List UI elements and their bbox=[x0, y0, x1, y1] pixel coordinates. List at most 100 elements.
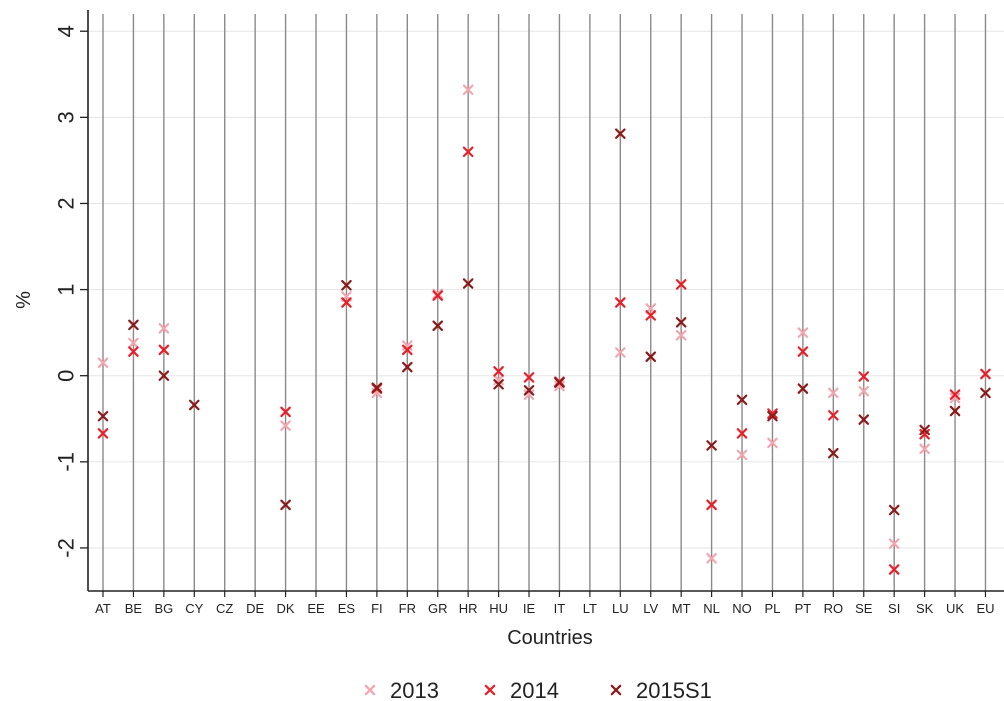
x-tick-label: RO bbox=[824, 601, 844, 616]
y-tick-label: 0 bbox=[54, 370, 79, 382]
legend-item-2013: 2013 bbox=[364, 678, 439, 701]
legend-label: 2013 bbox=[390, 678, 439, 701]
data-point-2014-DK bbox=[280, 406, 291, 418]
data-point-2015S1-GR bbox=[432, 320, 444, 332]
y-tick-label: -1 bbox=[54, 452, 79, 472]
data-point-2014-AT bbox=[97, 428, 109, 439]
data-point-2014-GR bbox=[432, 290, 444, 301]
data-point-2014-MT bbox=[675, 279, 687, 290]
data-point-2015S1-FR bbox=[402, 361, 413, 373]
data-point-2015S1-MT bbox=[675, 317, 687, 328]
x-tick-label: NO bbox=[732, 601, 752, 616]
x-tick-label: EU bbox=[976, 601, 994, 616]
data-point-2013-SK bbox=[919, 443, 930, 455]
data-point-2015S1-AT bbox=[97, 410, 109, 422]
data-point-2014-LV bbox=[645, 310, 657, 321]
x-tick-label: SK bbox=[916, 601, 934, 616]
data-point-2014-EU bbox=[980, 368, 991, 380]
data-point-2013-SE bbox=[858, 385, 870, 397]
x-tick-label: HU bbox=[489, 601, 508, 616]
data-point-2015S1-EU bbox=[980, 387, 991, 399]
data-point-2015S1-SK bbox=[919, 424, 930, 436]
x-tick-label: AT bbox=[95, 601, 111, 616]
data-points bbox=[97, 84, 991, 575]
x-tick-label: SI bbox=[888, 601, 900, 616]
x-tick-label: GR bbox=[428, 601, 448, 616]
x-tick-label: CZ bbox=[216, 601, 233, 616]
y-tick-label: -2 bbox=[54, 538, 79, 558]
data-point-2013-HR bbox=[462, 84, 474, 96]
legend-item-2014: 2014 bbox=[484, 678, 559, 701]
y-tick-label: 1 bbox=[54, 283, 79, 295]
data-point-2015S1-CY bbox=[188, 399, 200, 411]
data-point-2013-PL bbox=[767, 437, 778, 449]
data-point-2014-IE bbox=[523, 372, 535, 383]
x-tick-label: DE bbox=[246, 601, 264, 616]
x-axis-title: Countries bbox=[507, 627, 593, 649]
data-point-2015S1-IE bbox=[523, 385, 535, 396]
x-tick-label: DK bbox=[277, 601, 295, 616]
data-point-2013-UK bbox=[949, 392, 961, 404]
data-point-2015S1-ES bbox=[341, 279, 352, 291]
data-point-2013-BE bbox=[128, 337, 139, 349]
x-tick-label: SE bbox=[855, 601, 873, 616]
y-tick-label: 4 bbox=[54, 25, 79, 37]
x-tick-label: PL bbox=[765, 601, 781, 616]
x-tick-labels: AT BE BG CY CZ DE DK EE ES FI FR GR HR HU IE IT LT LU LV MT… bbox=[95, 601, 994, 616]
x-tick-label: PT bbox=[795, 601, 812, 616]
legend: 2013 2014 2015S1 bbox=[364, 678, 712, 701]
data-point-2015S1-RO bbox=[828, 447, 839, 459]
data-point-2014-SI bbox=[888, 564, 900, 575]
data-point-2015S1-UK bbox=[949, 405, 961, 417]
vertical-gridlines bbox=[102, 14, 987, 591]
legend-marker bbox=[364, 684, 376, 696]
data-point-2014-RO bbox=[828, 410, 839, 421]
data-point-2015S1-LU bbox=[615, 128, 626, 140]
data-point-2014-PT bbox=[797, 346, 809, 357]
y-tick-labels: -2 -1 0 1 2 3 4 bbox=[54, 25, 79, 558]
legend-marker bbox=[610, 684, 622, 696]
legend-item-2015S1: 2015S1 bbox=[610, 678, 712, 701]
data-point-2014-PL bbox=[767, 408, 778, 419]
data-point-2014-NO bbox=[736, 428, 748, 439]
x-tick-label: UK bbox=[946, 601, 964, 616]
data-point-2015S1-HU bbox=[493, 379, 504, 390]
data-point-2015S1-BG bbox=[158, 370, 170, 382]
x-tick-label: EE bbox=[307, 601, 325, 616]
horizontal-gridlines bbox=[88, 30, 1004, 549]
x-tick-label: LT bbox=[583, 601, 597, 616]
data-point-2013-MT bbox=[675, 329, 687, 341]
y-tick-label: 2 bbox=[54, 197, 79, 209]
data-point-2014-BE bbox=[128, 346, 139, 357]
data-point-2015S1-LV bbox=[645, 351, 657, 363]
data-point-2013-NL bbox=[706, 552, 717, 564]
data-point-2015S1-BE bbox=[128, 319, 139, 331]
x-tick-label: BE bbox=[125, 601, 143, 616]
data-point-2013-DK bbox=[280, 420, 291, 431]
data-point-2015S1-PL bbox=[767, 410, 778, 422]
data-point-2013-GR bbox=[432, 288, 444, 300]
data-point-2015S1-NO bbox=[736, 394, 748, 406]
y-tick-label: 3 bbox=[54, 111, 79, 123]
data-point-2015S1-SE bbox=[858, 414, 870, 425]
x-tick-label: IT bbox=[554, 601, 566, 616]
data-point-2015S1-FI bbox=[371, 382, 383, 394]
data-point-2014-NL bbox=[706, 499, 717, 511]
data-point-2013-SI bbox=[888, 538, 900, 549]
data-point-2015S1-DK bbox=[280, 499, 291, 511]
data-point-2015S1-NL bbox=[706, 440, 717, 451]
x-tick-label: FI bbox=[371, 601, 383, 616]
data-point-2014-LU bbox=[615, 297, 626, 308]
x-tick-label: BG bbox=[154, 601, 173, 616]
data-point-2014-SE bbox=[858, 371, 870, 382]
data-point-2013-PT bbox=[797, 327, 809, 338]
data-point-2013-BG bbox=[158, 323, 170, 334]
x-tick-label: CY bbox=[185, 601, 203, 616]
data-point-2014-HU bbox=[493, 366, 504, 377]
legend-label: 2014 bbox=[510, 678, 559, 701]
x-tick-label: IE bbox=[523, 601, 536, 616]
data-point-2013-AT bbox=[97, 357, 109, 369]
data-point-2015S1-HR bbox=[462, 278, 474, 289]
data-point-2014-FR bbox=[402, 344, 413, 356]
